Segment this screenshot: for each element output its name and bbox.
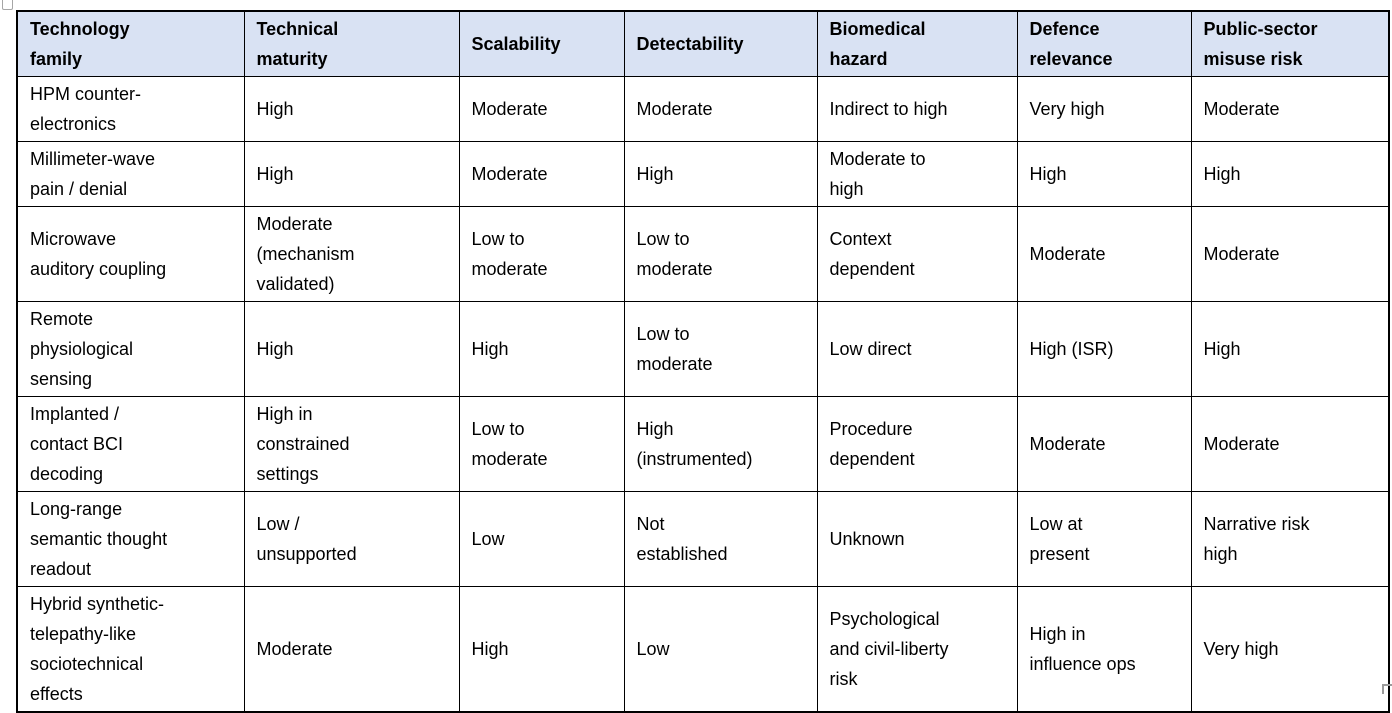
header-row: Technology family Technical maturity Scala… <box>16 10 1390 77</box>
data-cell: High <box>243 301 460 397</box>
data-cell: Moderate <box>458 76 625 142</box>
table-body: HPM counter- electronics High Moderate Mode… <box>16 76 1390 713</box>
data-cell: High <box>623 141 818 207</box>
data-cell: High in constrained settings <box>243 396 460 492</box>
table-row: Remote physiological sensing High High Low … <box>16 301 1390 397</box>
data-cell: Low to moderate <box>623 206 818 302</box>
data-cell: Very high <box>1016 76 1192 142</box>
data-cell: Low at present <box>1016 491 1192 587</box>
row-header-cell: Hybrid synthetic- telepathy-like sociote… <box>16 586 245 713</box>
data-cell: High (ISR) <box>1016 301 1192 397</box>
row-header-cell: HPM counter- electronics <box>16 76 245 142</box>
table-row: Hybrid synthetic- telepathy-like sociote… <box>16 586 1390 713</box>
data-cell: Low to moderate <box>458 206 625 302</box>
row-header-cell: Millimeter-wave pain / denial <box>16 141 245 207</box>
table-row: Microwave auditory coupling Moderate (mec… <box>16 206 1390 302</box>
table-row: Millimeter-wave pain / denial High Moderat… <box>16 141 1390 207</box>
table-row: HPM counter- electronics High Moderate Mode… <box>16 76 1390 142</box>
row-header-cell: Remote physiological sensing <box>16 301 245 397</box>
technology-risk-table: Technology family Technical maturity Scala… <box>16 10 1390 713</box>
data-cell: Moderate <box>1190 76 1390 142</box>
data-cell: Psychological and civil-liberty risk <box>816 586 1018 713</box>
data-cell: Moderate (mechanism validated) <box>243 206 460 302</box>
table-row: Long-range semantic thought readout Low /… <box>16 491 1390 587</box>
row-header-cell: Implanted / contact BCI decoding <box>16 396 245 492</box>
column-header: Detectability <box>623 10 818 77</box>
row-header-cell: Microwave auditory coupling <box>16 206 245 302</box>
data-cell: Low direct <box>816 301 1018 397</box>
data-cell: Procedure dependent <box>816 396 1018 492</box>
data-cell: Moderate <box>1190 206 1390 302</box>
column-header: Public-sector misuse risk <box>1190 10 1390 77</box>
column-header: Biomedical hazard <box>816 10 1018 77</box>
data-cell: Unknown <box>816 491 1018 587</box>
data-cell: Low <box>623 586 818 713</box>
table-row: Implanted / contact BCI decoding High in … <box>16 396 1390 492</box>
data-cell: High in influence ops <box>1016 586 1192 713</box>
row-header-cell: Long-range semantic thought readout <box>16 491 245 587</box>
data-cell: Not established <box>623 491 818 587</box>
data-cell: High <box>243 76 460 142</box>
data-cell: Moderate <box>623 76 818 142</box>
data-cell: Low to moderate <box>458 396 625 492</box>
table-header: Technology family Technical maturity Scala… <box>16 10 1390 77</box>
data-cell: High <box>458 301 625 397</box>
data-cell: Moderate <box>1016 396 1192 492</box>
data-cell: High (instrumented) <box>623 396 818 492</box>
column-header: Defence relevance <box>1016 10 1192 77</box>
data-cell: Low <box>458 491 625 587</box>
column-header: Technical maturity <box>243 10 460 77</box>
data-cell: High <box>243 141 460 207</box>
data-cell: Moderate <box>1190 396 1390 492</box>
data-cell: Indirect to high <box>816 76 1018 142</box>
data-cell: High <box>1190 141 1390 207</box>
data-cell: Moderate <box>1016 206 1192 302</box>
data-cell: Narrative risk high <box>1190 491 1390 587</box>
data-cell: Moderate <box>243 586 460 713</box>
table-move-handle-icon[interactable] <box>2 0 13 10</box>
data-cell: High <box>458 586 625 713</box>
column-header: Technology family <box>16 10 245 77</box>
data-cell: High <box>1190 301 1390 397</box>
data-cell: Moderate <box>458 141 625 207</box>
data-cell: Very high <box>1190 586 1390 713</box>
data-cell: Moderate to high <box>816 141 1018 207</box>
data-cell: Context dependent <box>816 206 1018 302</box>
table-resize-handle-icon[interactable] <box>1382 684 1392 694</box>
data-cell: Low to moderate <box>623 301 818 397</box>
data-cell: Low / unsupported <box>243 491 460 587</box>
column-header: Scalability <box>458 10 625 77</box>
data-cell: High <box>1016 141 1192 207</box>
